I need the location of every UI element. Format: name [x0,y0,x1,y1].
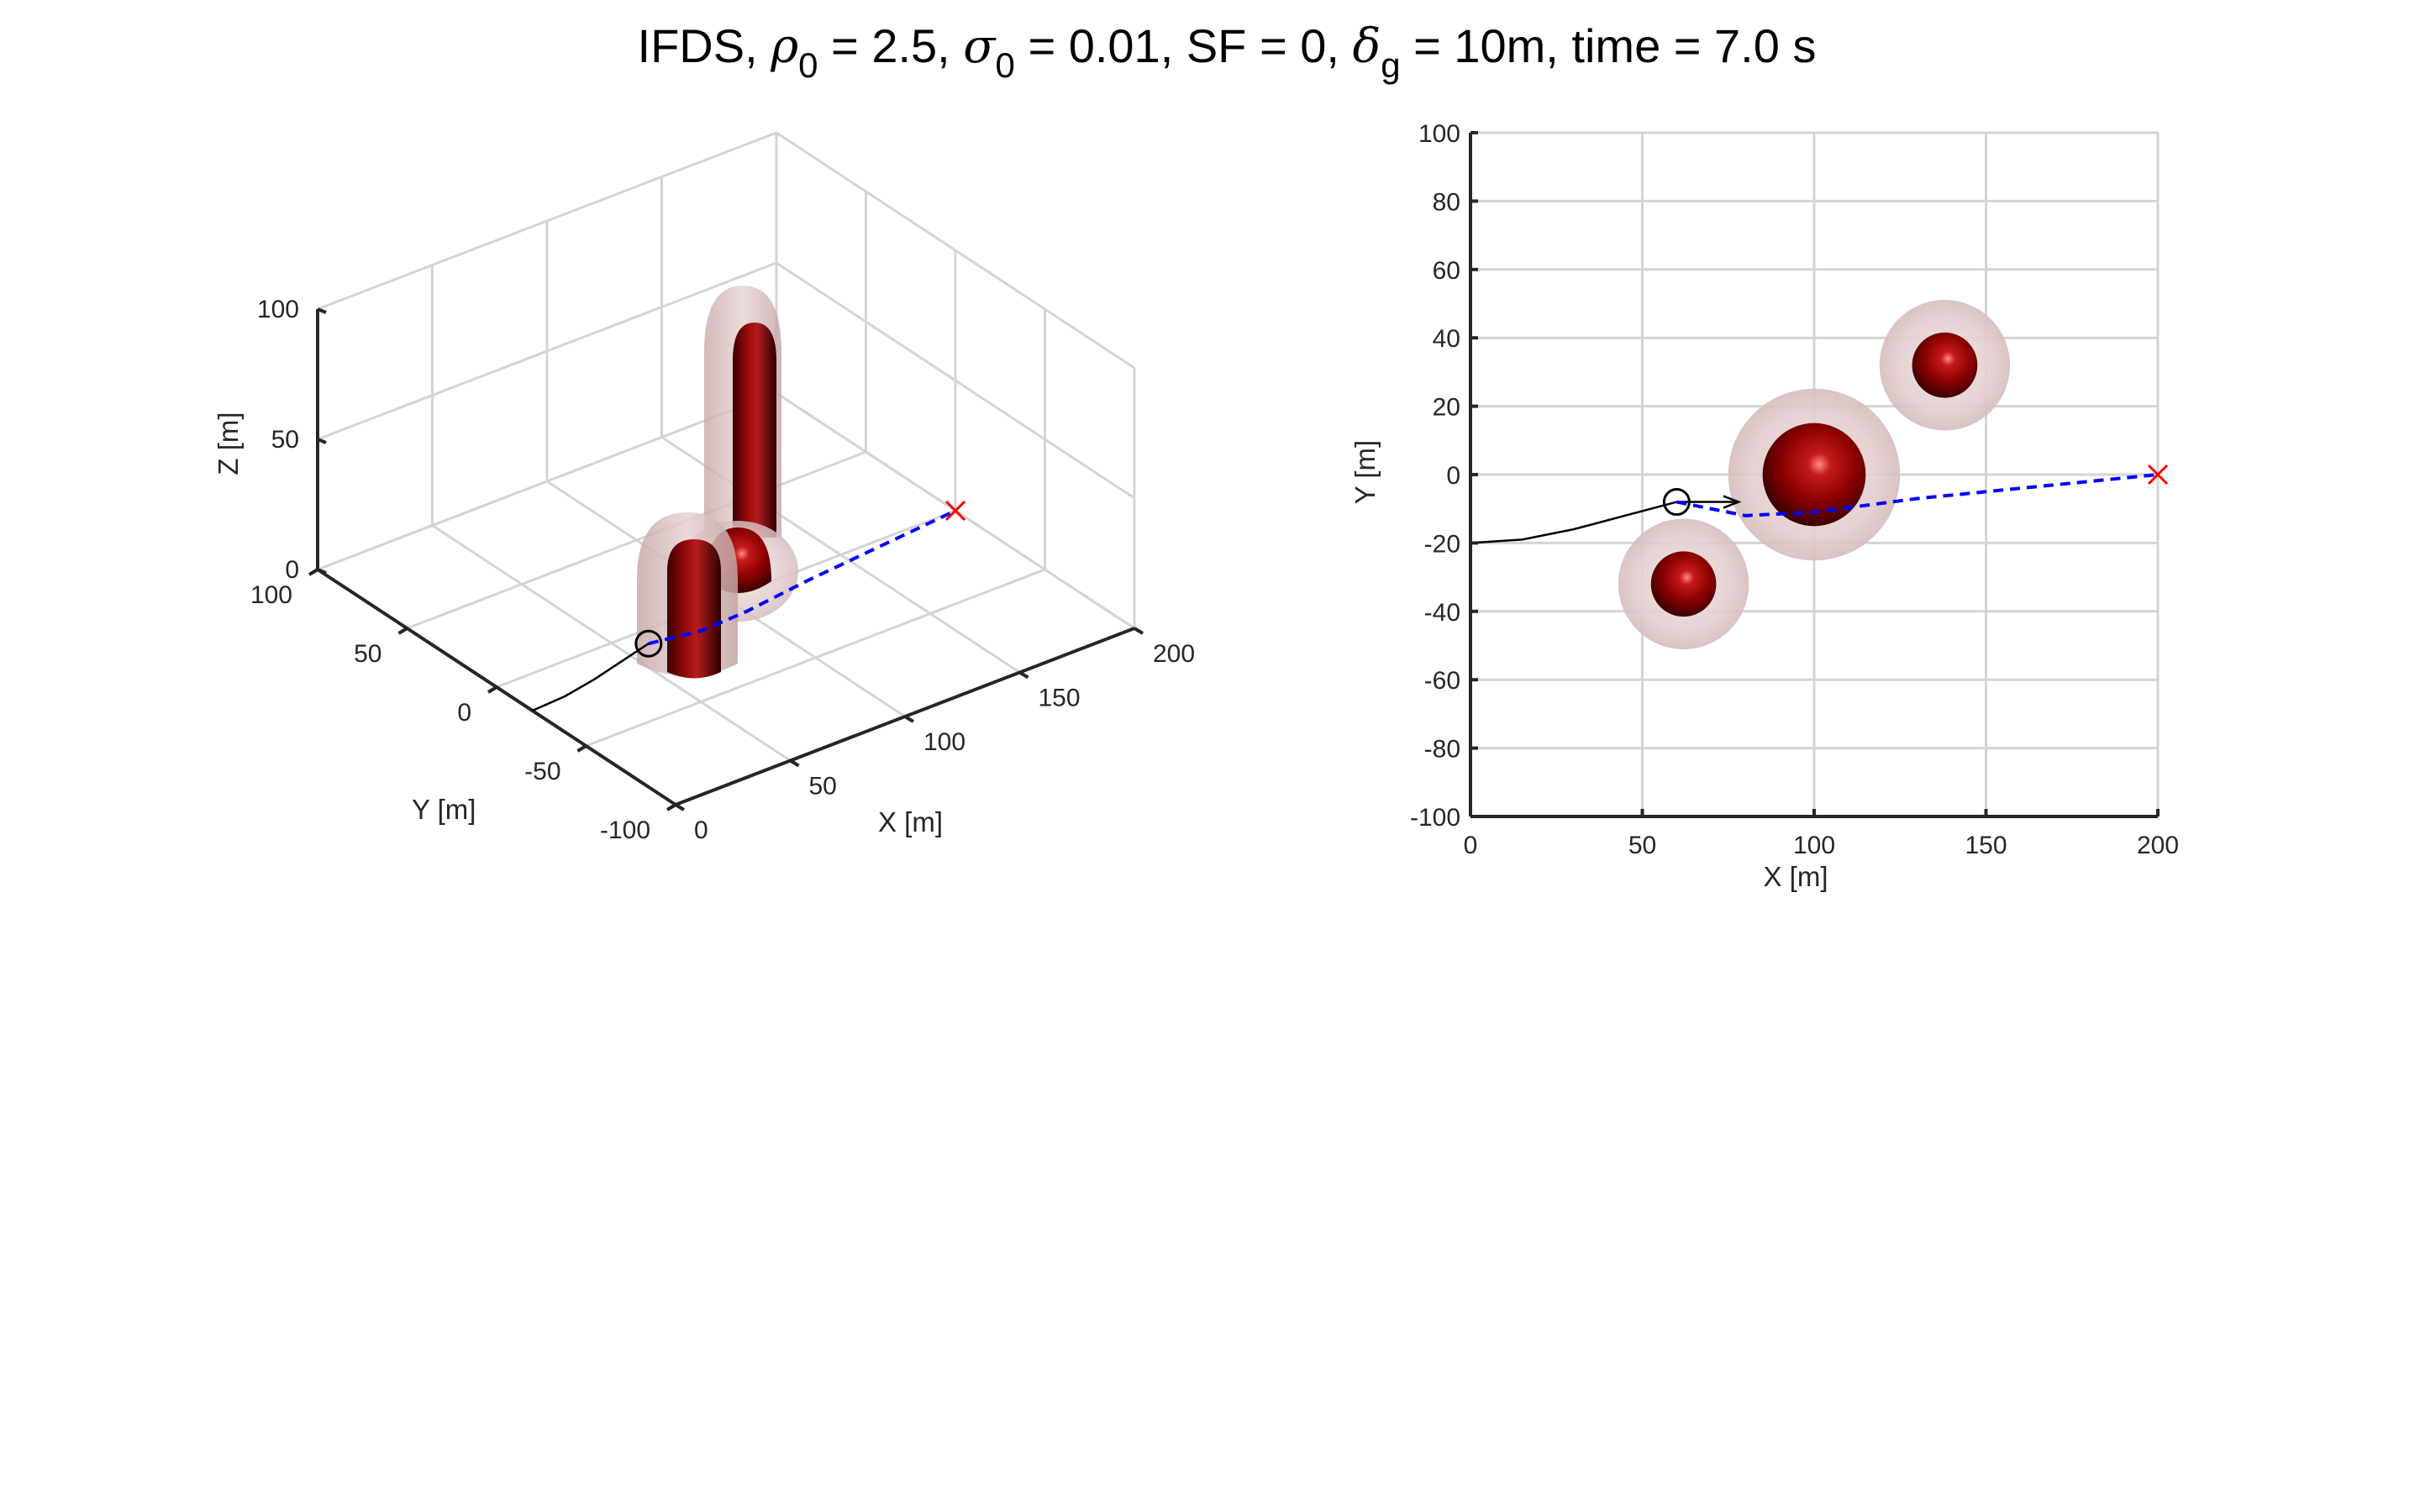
obstacle-short-cylinder [667,539,721,679]
obstacles-top-view [1618,300,2011,649]
sigma-symbol: σ [963,19,996,74]
rho-value: = 2.5, [818,19,964,72]
y-axis-label-top: Y [m] [1349,440,1381,504]
delta-symbol: δ [1352,19,1381,74]
tick-label-y: 0 [1446,462,1460,490]
heading-arrow-head [1723,495,1742,509]
grid-line-side-z [776,131,1135,370]
tick-z-3d [317,438,327,444]
tick-x-3d [903,715,915,723]
grid-line-wall-z [317,261,777,441]
tick-z-3d [317,568,327,575]
tick-label-x-3d: 200 [1153,640,1195,668]
traveled-path-3d [532,643,650,712]
axes-top-view: 0 50 100 150 200 -100 -80 -60 -40 -20 0 20 40 60 80 100… [1349,120,2179,892]
tick-label-y-3d: -100 [600,816,650,844]
traveled-path [1470,501,1677,544]
tick-label-y: 80 [1433,188,1460,216]
grid-line-wall-z [317,131,777,311]
ticks-top-view: 0 50 100 150 200 -100 -80 -60 -40 -20 0 20 40 60 80 100 [1410,120,2179,859]
tick-y-3d [666,803,677,811]
current-position-marker [1662,488,1691,517]
grid-top-view [1469,131,2160,818]
tick-label-y-3d: -50 [524,758,560,785]
tick-y-3d [308,568,319,576]
planned-path [1676,473,2159,517]
tick-label-x: 150 [1965,832,2007,859]
tick-label-x-3d: 100 [923,728,965,756]
tick-label-z-3d: 0 [285,556,299,584]
sigma-value: = 0.01, SF = 0, [1014,19,1353,72]
obstacle-tall-cylinder [733,323,776,538]
tick-label-y: 20 [1433,394,1460,422]
tick-label-x-3d: 0 [694,816,708,844]
tick-label-y-3d: 100 [250,581,292,609]
tick-label-y: -40 [1424,599,1460,627]
tick-x-3d [789,759,800,768]
title-prefix: IFDS, [637,19,771,72]
tick-label-z-3d: 100 [257,296,299,323]
rho-subscript: 0 [798,45,818,85]
tick-x-3d [1133,627,1144,635]
planned-path-3d [648,509,956,646]
obstacle-group-3d [637,286,798,679]
goal-marker-stroke [2147,464,2169,486]
tick-label-x: 0 [1464,832,1478,859]
grid-line-side-z [776,261,1135,500]
obstacle-sphere [1762,423,1866,527]
paths-3d [532,500,966,712]
grid-line-wall-z [317,391,777,571]
tick-label-y: 100 [1418,120,1460,148]
tick-label-y: -80 [1424,736,1460,764]
tick-label-y: -20 [1424,530,1460,558]
x-axis-label-3d: X [m] [878,806,943,837]
tick-label-x: 50 [1628,832,1656,859]
goal-marker-stroke [944,500,966,522]
tick-label-x: 200 [2137,832,2179,859]
sigma-subscript: 0 [995,45,1015,85]
tick-label-x: 100 [1793,832,1835,859]
tick-label-x-3d: 150 [1039,685,1081,712]
tick-label-y-3d: 0 [457,699,471,727]
current-position-marker-3d [634,629,663,658]
tick-y-3d [397,627,408,635]
y-axis-label-3d: Y [m] [412,794,476,825]
tick-label-z-3d: 50 [271,426,299,454]
tick-label-y: 60 [1433,257,1460,285]
paths-top-view [1470,464,2169,544]
tick-label-x-3d: 50 [809,773,837,801]
tick-label-y: 40 [1433,325,1460,353]
tick-y-3d [487,685,498,694]
obstacle-sphere [1650,551,1717,617]
delta-value: = 10m, time = 7.0 s [1400,19,1817,72]
tick-x-3d [1018,670,1029,680]
x-axis-label-top: X [m] [1763,861,1828,892]
tick-x-3d [674,803,686,811]
figure-title: IFDS, ρ0 = 2.5, σ0 = 0.01, SF = 0, δg = … [0,18,2420,86]
tick-label-y: -100 [1410,804,1460,832]
tick-z-3d [317,307,327,314]
z-axis-label-3d: Z [m] [213,412,244,475]
obstacle-sphere [1912,332,1978,398]
tick-y-3d [576,744,587,753]
grid-line-floor-y [585,568,1046,748]
tick-label-y-3d: 50 [354,640,381,668]
tick-label-y: -60 [1424,667,1460,695]
goal-marker [2147,464,2169,486]
rho-symbol: ρ [771,19,799,74]
grid-line-floor-y [406,450,867,630]
delta-subscript: g [1381,45,1401,85]
goal-marker-3d [944,500,966,522]
